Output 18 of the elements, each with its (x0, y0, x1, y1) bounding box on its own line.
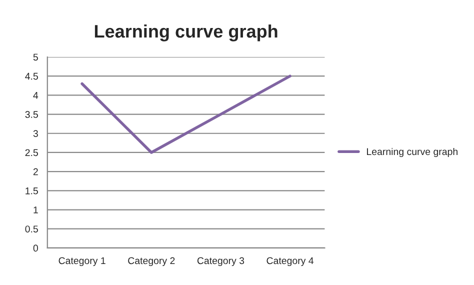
x-tick-label: Category 4 (266, 257, 314, 266)
legend-label: Learning curve graph (367, 148, 458, 158)
y-tick-label: 0 (33, 244, 38, 252)
y-tick-label: 4 (33, 92, 38, 99)
y-tick-label: 3 (33, 130, 38, 137)
y-tick-label: 4.5 (25, 72, 38, 80)
chart-title: Learning curve graph (94, 24, 278, 42)
y-tick-label: 2.5 (25, 149, 38, 156)
y-tick-label: 0.5 (25, 226, 38, 232)
line-series (80, 74, 292, 154)
y-tick-label: 1.5 (26, 188, 38, 194)
y-tick-label: 1 (34, 206, 38, 214)
y-tick-label: 2 (33, 168, 38, 176)
y-tick-label: 5 (33, 54, 38, 61)
x-tick-label: Category 2 (128, 257, 175, 266)
x-tick-label: Category 1 (58, 257, 106, 266)
x-tick-label: Category 3 (197, 257, 244, 266)
y-tick-label: 3.5 (25, 111, 38, 118)
